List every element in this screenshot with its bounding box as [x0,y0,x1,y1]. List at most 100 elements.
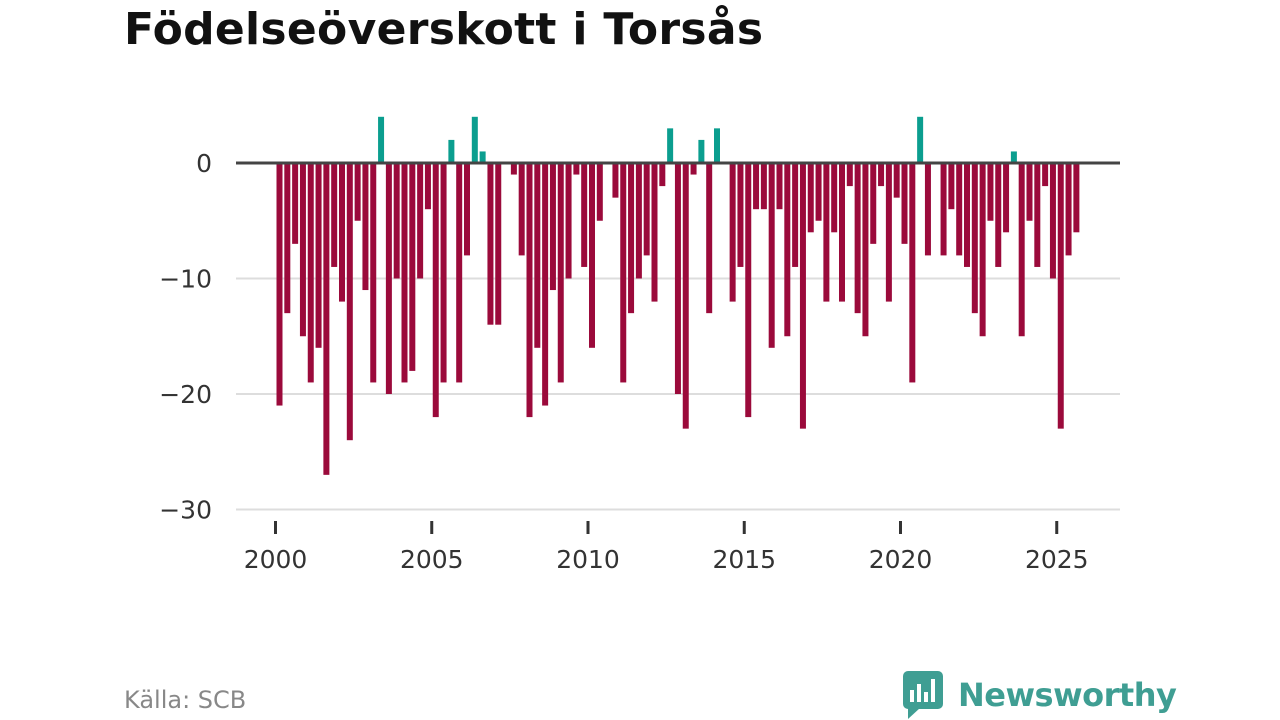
bar [1057,163,1064,429]
bar [964,163,970,267]
x-tick-label: 2000 [244,545,308,574]
bar [323,163,330,475]
bar [432,163,439,418]
bar [635,163,642,279]
bar [354,163,361,221]
bar [690,163,697,175]
bar [479,151,486,163]
bar [1034,163,1041,267]
bar [362,163,369,291]
bar [542,163,549,406]
bar [698,139,705,163]
bar [284,163,291,314]
bar [589,163,595,348]
bar [471,116,478,163]
bar [1073,163,1080,233]
bar [776,163,783,210]
bar [729,163,736,302]
bar [917,116,924,163]
bar [534,163,541,348]
bar [885,163,892,302]
bar [643,163,650,256]
bar [440,163,447,383]
bar [909,163,916,383]
bar [385,163,392,394]
bar [393,163,400,279]
bar [346,163,353,441]
bar [573,163,580,175]
bar [307,163,314,383]
x-tick-label: 2015 [712,545,776,574]
bar [667,128,674,163]
bar [596,163,603,221]
bar [565,163,572,279]
bar [628,163,635,314]
bar [378,116,385,163]
bar [831,163,838,233]
bar [464,163,470,256]
bar [784,163,791,337]
bar [448,139,455,163]
bar [971,163,978,314]
bar [815,163,822,221]
bar [799,163,806,429]
bar [612,163,619,198]
bar [714,128,720,163]
bar [339,163,345,302]
bar [760,163,767,210]
x-tick-label: 2010 [556,545,620,574]
bar [401,163,408,383]
bar [948,163,955,210]
bar [409,163,416,371]
bar [682,163,689,429]
bar [370,163,377,383]
brand-name: Newsworthy [958,676,1177,714]
bar [823,163,830,302]
bar [1026,163,1033,221]
bar [510,163,517,175]
bar [549,163,556,291]
bar [1010,151,1017,163]
bar [940,163,947,256]
bar [292,163,299,244]
brand-logo: Newsworthy [902,670,1177,720]
bar [299,163,306,337]
chart-title: Födelseöverskott i Torsås [124,4,764,55]
bar [526,163,533,418]
bar [674,163,681,394]
y-axis: 0 −10 −20 −30 [159,149,212,525]
bar [893,163,900,198]
y-tick-label: −30 [159,496,212,525]
bar [1018,163,1025,337]
bar [706,163,713,314]
x-tick-label: 2025 [1025,545,1089,574]
bar [745,163,752,418]
bar [495,163,502,325]
source-text: Källa: SCB [124,686,247,714]
bar [878,163,885,187]
bar [315,163,322,348]
bar [659,163,666,187]
bar [1049,163,1056,279]
bar [956,163,963,256]
bar [456,163,463,383]
bar [924,163,931,256]
bar [839,163,845,302]
bar [424,163,431,210]
bar [620,163,627,383]
bar [518,163,525,256]
bar [862,163,869,337]
bar [792,163,799,267]
bar [1065,163,1072,256]
bar [901,163,908,244]
x-tick-label: 2005 [400,545,464,574]
bars [276,116,1080,475]
x-axis: 2000 2005 2010 2015 2020 2025 [244,521,1089,574]
bar [1042,163,1049,187]
x-tick-label: 2020 [869,545,933,574]
bar [768,163,775,348]
bar [557,163,564,383]
bar [737,163,744,267]
bar-chart: 0 −10 −20 −30 2000 2005 2010 2015 2020 2025 [159,116,1120,574]
bar [581,163,588,267]
